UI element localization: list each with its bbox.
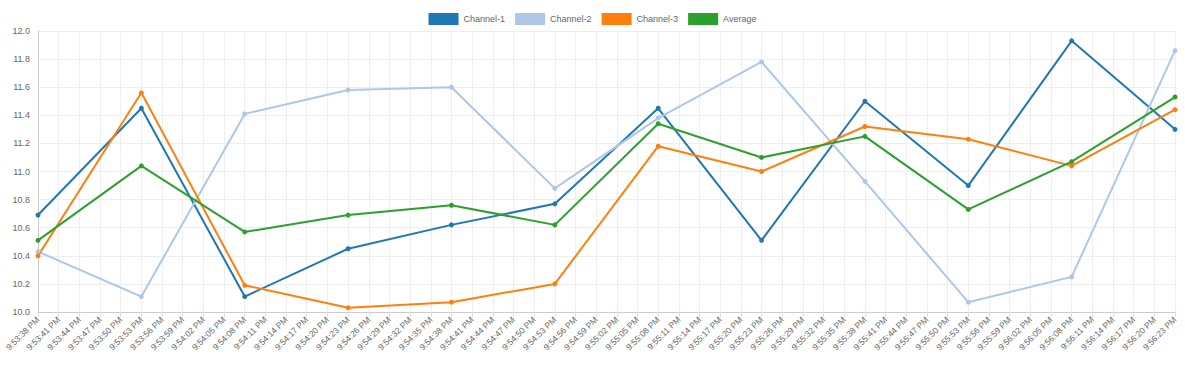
svg-text:11.4: 11.4 [13, 110, 30, 120]
svg-text:9:55:14 PM: 9:55:14 PM [665, 314, 704, 353]
svg-text:9:55:23 PM: 9:55:23 PM [727, 314, 766, 353]
svg-text:9:54:35 PM: 9:54:35 PM [396, 314, 435, 353]
svg-text:9:54:53 PM: 9:54:53 PM [520, 314, 559, 353]
svg-text:9:56:05 PM: 9:56:05 PM [1016, 314, 1055, 353]
svg-text:9:54:32 PM: 9:54:32 PM [375, 314, 414, 353]
svg-text:9:55:59 PM: 9:55:59 PM [975, 314, 1014, 353]
svg-text:9:53:59 PM: 9:53:59 PM [148, 314, 187, 353]
svg-text:9:53:44 PM: 9:53:44 PM [45, 314, 83, 353]
svg-text:9:56:23 PM: 9:56:23 PM [1141, 314, 1179, 352]
svg-text:9:54:47 PM: 9:54:47 PM [479, 314, 517, 353]
svg-text:9:54:05 PM: 9:54:05 PM [189, 314, 228, 353]
svg-text:9:55:02 PM: 9:55:02 PM [582, 314, 621, 353]
svg-text:9:53:41 PM: 9:53:41 PM [24, 314, 63, 353]
svg-text:9:55:47 PM: 9:55:47 PM [892, 314, 931, 353]
svg-text:9:55:38 PM: 9:55:38 PM [830, 314, 869, 353]
svg-text:9:55:41 PM: 9:55:41 PM [851, 314, 890, 353]
svg-text:9:54:20 PM: 9:54:20 PM [293, 314, 331, 353]
svg-text:9:53:38 PM: 9:53:38 PM [3, 314, 42, 353]
svg-text:9:54:50 PM: 9:54:50 PM [499, 314, 538, 353]
svg-text:9:54:56 PM: 9:54:56 PM [541, 314, 579, 353]
svg-text:12.0: 12.0 [12, 26, 30, 36]
svg-text:10.0: 10.0 [12, 307, 30, 317]
svg-text:9:56:20 PM: 9:56:20 PM [1120, 314, 1158, 353]
svg-text:9:55:17 PM: 9:55:17 PM [686, 314, 724, 353]
svg-text:9:54:41 PM: 9:54:41 PM [437, 314, 476, 353]
svg-text:9:54:08 PM: 9:54:08 PM [210, 314, 249, 353]
svg-text:11.0: 11.0 [13, 167, 30, 177]
svg-text:Channel-3: Channel-3 [637, 14, 679, 24]
svg-text:11.2: 11.2 [13, 138, 30, 148]
svg-text:9:55:50 PM: 9:55:50 PM [913, 314, 952, 353]
svg-text:9:54:59 PM: 9:54:59 PM [561, 314, 600, 353]
svg-text:9:55:53 PM: 9:55:53 PM [934, 314, 972, 353]
svg-text:9:56:08 PM: 9:56:08 PM [1037, 314, 1076, 353]
svg-text:9:55:05 PM: 9:55:05 PM [603, 314, 641, 353]
svg-text:11.6: 11.6 [13, 82, 30, 92]
svg-text:Average: Average [723, 14, 756, 24]
svg-text:9:56:17 PM: 9:56:17 PM [1099, 314, 1138, 353]
svg-text:9:55:32 PM: 9:55:32 PM [789, 314, 828, 353]
svg-text:9:53:50 PM: 9:53:50 PM [86, 314, 125, 353]
svg-text:9:54:26 PM: 9:54:26 PM [334, 314, 373, 353]
svg-text:9:55:35 PM: 9:55:35 PM [810, 314, 848, 353]
svg-text:9:54:14 PM: 9:54:14 PM [251, 314, 290, 353]
svg-text:9:53:56 PM: 9:53:56 PM [127, 314, 166, 353]
svg-text:9:55:26 PM: 9:55:26 PM [748, 314, 786, 353]
svg-text:Channel-1: Channel-1 [464, 14, 506, 24]
svg-text:9:54:23 PM: 9:54:23 PM [313, 314, 352, 353]
svg-text:9:54:44 PM: 9:54:44 PM [458, 314, 497, 353]
svg-text:9:53:47 PM: 9:53:47 PM [65, 314, 104, 353]
svg-text:10.6: 10.6 [12, 223, 30, 233]
svg-text:9:55:29 PM: 9:55:29 PM [768, 314, 807, 353]
svg-text:9:54:38 PM: 9:54:38 PM [417, 314, 455, 353]
svg-text:9:55:08 PM: 9:55:08 PM [624, 314, 662, 353]
svg-text:9:54:02 PM: 9:54:02 PM [169, 314, 207, 353]
svg-text:9:56:02 PM: 9:56:02 PM [996, 314, 1034, 353]
svg-text:10.8: 10.8 [12, 195, 30, 205]
svg-text:9:55:20 PM: 9:55:20 PM [706, 314, 745, 353]
svg-text:9:54:11 PM: 9:54:11 PM [231, 314, 269, 352]
svg-text:9:55:56 PM: 9:55:56 PM [954, 314, 993, 353]
svg-text:9:55:44 PM: 9:55:44 PM [872, 314, 910, 353]
svg-text:9:53:53 PM: 9:53:53 PM [107, 314, 145, 353]
svg-text:9:56:11 PM: 9:56:11 PM [1058, 314, 1096, 352]
svg-text:10.4: 10.4 [12, 251, 30, 261]
svg-text:11.8: 11.8 [13, 54, 30, 64]
svg-text:10.2: 10.2 [12, 279, 30, 289]
svg-text:9:54:29 PM: 9:54:29 PM [355, 314, 393, 353]
svg-text:Channel-2: Channel-2 [550, 14, 592, 24]
svg-text:9:56:14 PM: 9:56:14 PM [1078, 314, 1117, 353]
svg-text:9:54:17 PM: 9:54:17 PM [272, 314, 311, 353]
svg-text:9:55:11 PM: 9:55:11 PM [645, 314, 683, 352]
